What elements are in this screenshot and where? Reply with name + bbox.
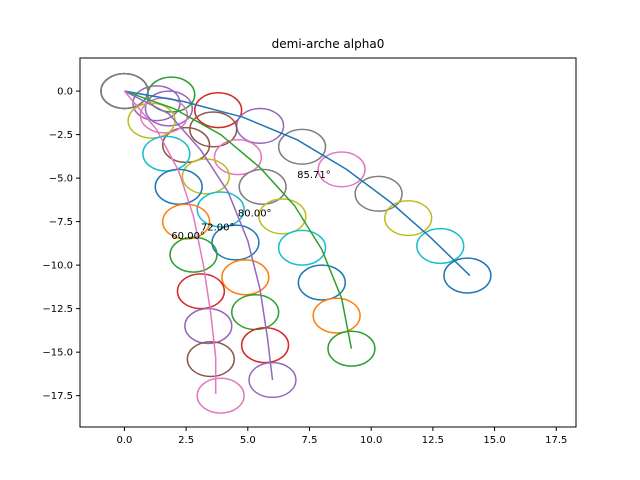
x-axis: 0.0 2.5 5.0 7.5 10.0 12.5 15.0 17.5 bbox=[116, 427, 567, 446]
series-0-circle-4 bbox=[277, 128, 327, 165]
series-2-angle-label: 72.00° bbox=[201, 222, 235, 233]
series-3-circle-5 bbox=[161, 203, 211, 240]
x-tick-label: 0.0 bbox=[116, 435, 132, 446]
x-tick-label: 2.5 bbox=[178, 435, 194, 446]
series-0-circle-8 bbox=[416, 227, 465, 265]
series-2-line bbox=[124, 90, 274, 381]
series-3-circle-0 bbox=[100, 72, 149, 110]
series-0-circle-2 bbox=[193, 92, 243, 129]
y-tick-label: 0.0 bbox=[57, 87, 73, 98]
series-1-circle-5 bbox=[258, 198, 307, 235]
series-2-circle-8 bbox=[240, 327, 290, 364]
chart-title: demi-arche alpha0 bbox=[272, 37, 385, 51]
series-2-circle-5 bbox=[211, 224, 260, 261]
series-3-circle-7 bbox=[176, 273, 226, 310]
series-0-circle-7 bbox=[384, 199, 433, 237]
x-tick-label: 12.5 bbox=[422, 435, 444, 446]
series-3-circle-9 bbox=[186, 340, 235, 378]
y-tick-label: −10.0 bbox=[42, 261, 73, 272]
series-1-circle-2 bbox=[189, 111, 238, 148]
x-tick-label: 5.0 bbox=[240, 435, 256, 446]
series-0-circle-6 bbox=[354, 175, 403, 212]
series-1-circle-8 bbox=[312, 297, 361, 334]
series-0-circle-5 bbox=[317, 151, 366, 188]
plot-area bbox=[100, 72, 492, 414]
series-3-circle-6 bbox=[169, 236, 218, 273]
y-tick-label: −12.5 bbox=[42, 304, 73, 315]
series-1-circle-9 bbox=[327, 330, 376, 367]
series-1-circle-6 bbox=[277, 229, 327, 266]
x-tick-label: 17.5 bbox=[545, 435, 567, 446]
series-2-circle-1 bbox=[144, 90, 194, 127]
series-2-circle-9 bbox=[248, 361, 297, 399]
series-1-circle-3 bbox=[213, 139, 263, 176]
y-tick-label: −15.0 bbox=[42, 348, 73, 359]
series-3-circle-8 bbox=[184, 307, 233, 345]
series-1-line bbox=[124, 90, 353, 349]
x-tick-label: 7.5 bbox=[302, 435, 318, 446]
series-1-circle-7 bbox=[297, 264, 347, 301]
series-0-angle-label: 85.71° bbox=[297, 170, 331, 181]
series-2-circle-4 bbox=[196, 191, 245, 228]
y-tick-label: −5.0 bbox=[49, 174, 73, 185]
annotations: 85.71° 80.00°72.00°60.00° bbox=[171, 170, 330, 242]
y-tick-label: −7.5 bbox=[49, 217, 73, 228]
y-tick-label: −2.5 bbox=[49, 130, 73, 141]
x-tick-label: 15.0 bbox=[483, 435, 505, 446]
series-2-circle-6 bbox=[221, 259, 270, 296]
x-tick-label: 10.0 bbox=[360, 435, 382, 446]
y-tick-label: −17.5 bbox=[42, 391, 73, 402]
series-3-circle-10 bbox=[196, 377, 245, 414]
plot-frame bbox=[79, 57, 577, 428]
series-0-line bbox=[124, 90, 471, 277]
series-0-circle-9 bbox=[443, 257, 492, 294]
y-axis: 0.0 −2.5 −5.0 −7.5 −10.0 −12.5 −15.0 −17.5 bbox=[42, 87, 80, 402]
series-3-angle-label: 60.00° bbox=[171, 231, 205, 242]
series-3-line bbox=[123, 90, 217, 394]
series-1-angle-label: 80.00° bbox=[238, 208, 272, 219]
series-3-circle-4 bbox=[154, 168, 203, 205]
